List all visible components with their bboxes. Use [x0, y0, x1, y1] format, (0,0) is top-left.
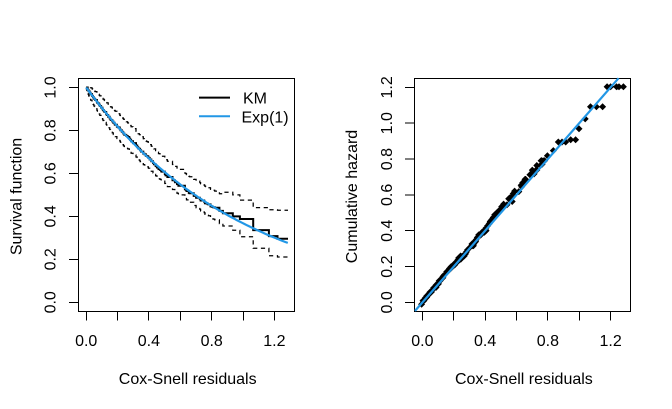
svg-text:0.8: 0.8	[379, 148, 396, 170]
svg-text:1.2: 1.2	[599, 333, 621, 350]
svg-text:0.6: 0.6	[379, 184, 396, 206]
svg-text:1.0: 1.0	[43, 76, 60, 98]
svg-text:0.4: 0.4	[138, 333, 160, 350]
svg-text:0.0: 0.0	[43, 291, 60, 313]
svg-text:Survival function: Survival function	[9, 138, 26, 255]
svg-text:0.8: 0.8	[537, 333, 559, 350]
svg-text:Exp(1): Exp(1)	[242, 110, 289, 127]
svg-text:0.4: 0.4	[379, 219, 396, 241]
svg-text:0.4: 0.4	[474, 333, 496, 350]
svg-text:0.0: 0.0	[411, 333, 433, 350]
svg-text:0.8: 0.8	[43, 119, 60, 141]
svg-text:0.0: 0.0	[75, 333, 97, 350]
svg-text:0.2: 0.2	[43, 248, 60, 270]
svg-text:0.0: 0.0	[379, 291, 396, 313]
svg-text:1.2: 1.2	[263, 333, 285, 350]
svg-text:1.0: 1.0	[379, 112, 396, 134]
svg-text:0.2: 0.2	[379, 255, 396, 277]
svg-text:KM: KM	[243, 91, 267, 108]
svg-text:1.2: 1.2	[379, 76, 396, 98]
svg-text:0.8: 0.8	[201, 333, 223, 350]
svg-text:Cumulative hazard: Cumulative hazard	[344, 130, 361, 263]
svg-text:0.4: 0.4	[43, 205, 60, 227]
svg-text:Cox-Snell residuals: Cox-Snell residuals	[119, 371, 257, 388]
svg-text:0.6: 0.6	[43, 162, 60, 184]
svg-text:Cox-Snell residuals: Cox-Snell residuals	[455, 371, 593, 388]
